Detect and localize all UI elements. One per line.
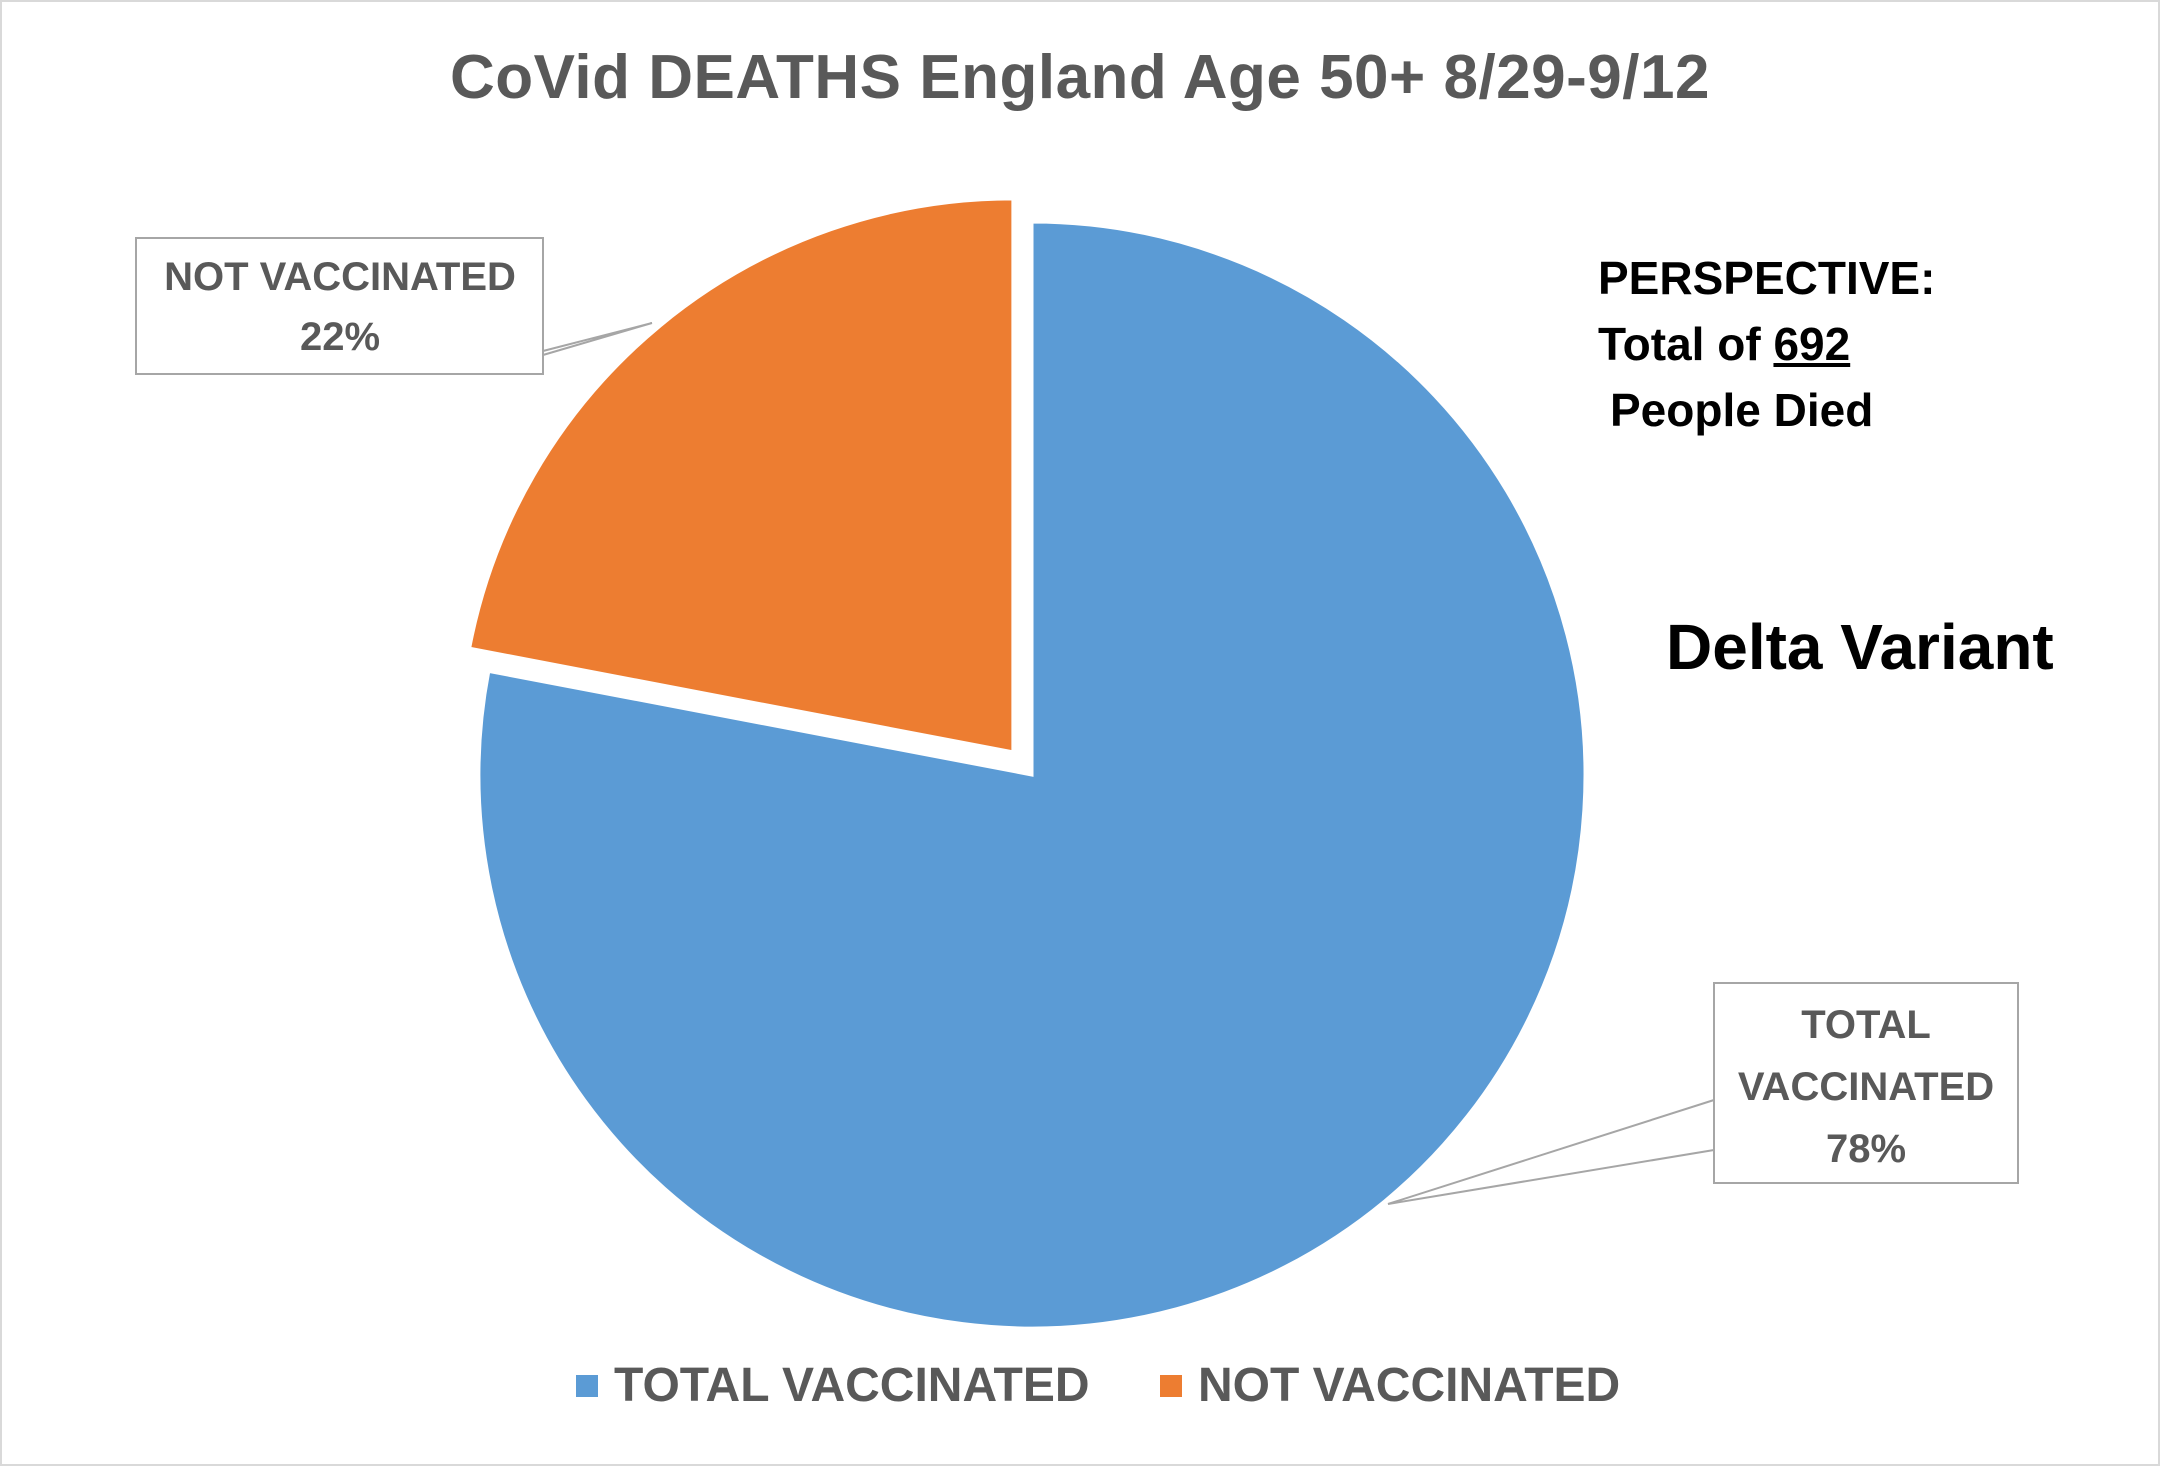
legend-label-total-vaccinated: TOTAL VACCINATED xyxy=(614,1359,1090,1412)
perspective-number: 692 xyxy=(1773,318,1851,370)
perspective-annotation: PERSPECTIVE: Total of 692 People Died xyxy=(1598,245,1935,443)
data-label-box-not-vaccinated xyxy=(135,237,544,375)
chart-title: CoVid DEATHS England Age 50+ 8/29-9/12 xyxy=(450,43,1710,112)
legend-label-not-vaccinated: NOT VACCINATED xyxy=(1198,1359,1621,1412)
legend-item-total-vaccinated: TOTAL VACCINATED xyxy=(576,1358,1090,1413)
perspective-prefix: Total of xyxy=(1598,318,1774,370)
pie-slice-total-vaccinated xyxy=(477,220,1587,1330)
legend-item-not-vaccinated: NOT VACCINATED xyxy=(1160,1358,1620,1413)
legend-swatch-not-vaccinated xyxy=(1160,1374,1182,1397)
pie-slice-not-vaccinated xyxy=(467,197,1015,754)
variant-annotation: Delta Variant xyxy=(1666,611,2054,683)
legend-swatch-total-vaccinated xyxy=(576,1374,598,1397)
data-label-not-vaccinated-name: NOT VACCINATED xyxy=(164,255,516,299)
perspective-total-line: Total of 692 xyxy=(1598,311,1935,377)
data-label-not-vaccinated-pct: 22% xyxy=(300,315,380,359)
leader-line-not-vaccinated xyxy=(542,322,653,356)
leader-line-total-vaccinated xyxy=(1387,1099,1715,1205)
data-label-total-vaccinated-pct: 78% xyxy=(1826,1127,1906,1171)
data-label-box-total-vaccinated xyxy=(1713,982,2019,1184)
perspective-heading: PERSPECTIVE: xyxy=(1598,252,1936,304)
data-label-total-vaccinated-line2: VACCINATED xyxy=(1738,1065,1994,1109)
perspective-suffix: People Died xyxy=(1610,384,1874,436)
data-label-total-vaccinated-line1: TOTAL xyxy=(1801,1003,1931,1047)
